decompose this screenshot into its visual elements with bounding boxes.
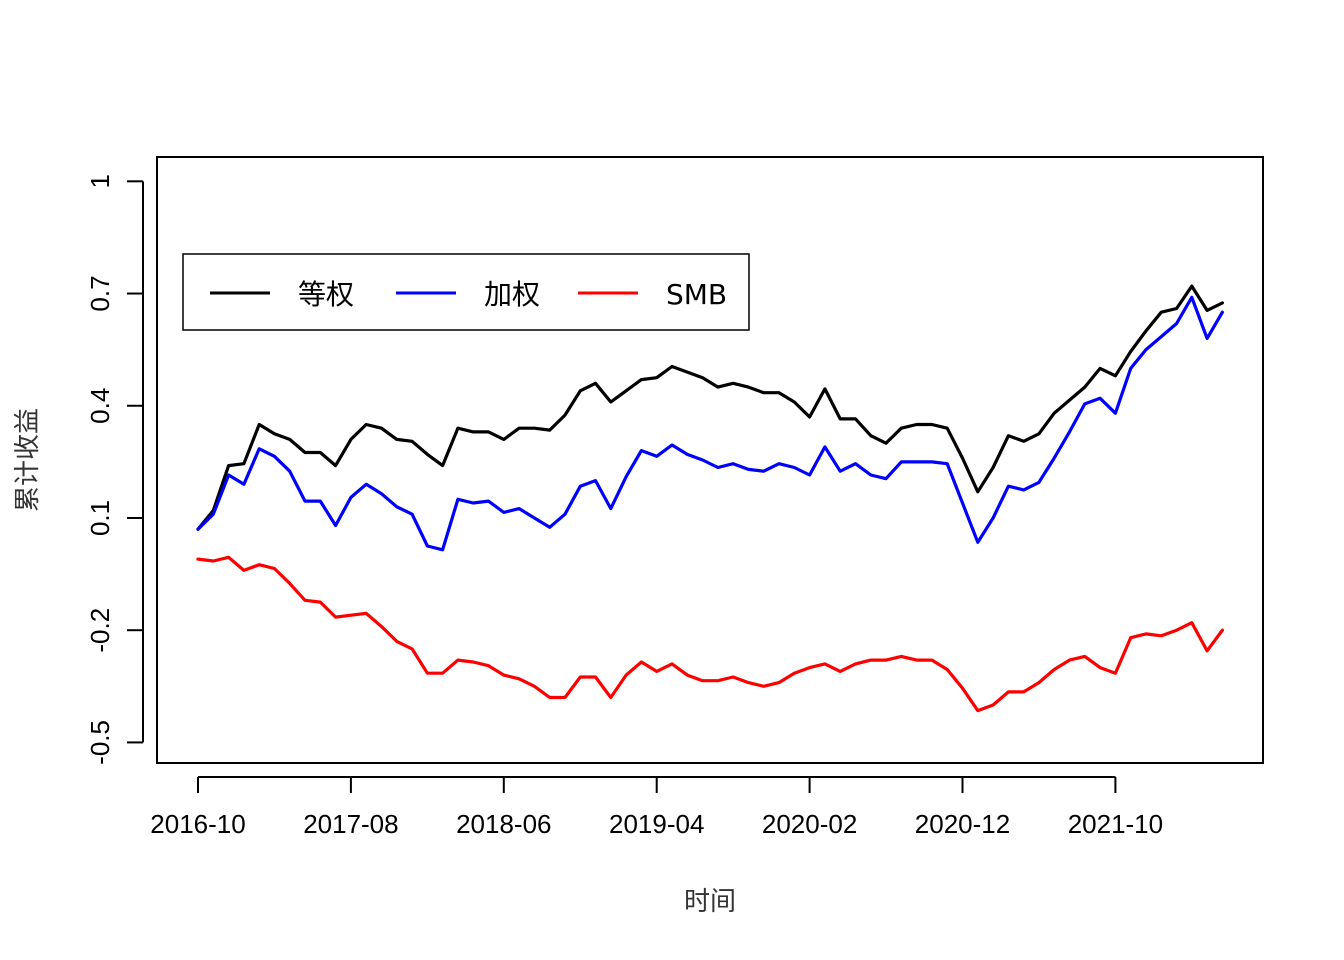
y-tick-label: 0.7 [85,275,115,311]
series-layer [196,284,1225,713]
y-tick-label: 1 [85,174,115,188]
series-line-0 [196,284,1225,531]
y-tick-label: -0.2 [85,608,115,653]
y-tick-label: 0.4 [85,388,115,424]
x-tick-label: 2020-02 [762,809,857,839]
y-axis-title: 累计收益 [13,408,43,512]
x-tick-label: 2018-06 [456,809,551,839]
x-tick-label: 2020-12 [915,809,1010,839]
legend-box [182,253,750,331]
legend-label-equal-weight: 等权 [298,278,354,311]
x-tick-label: 2019-04 [609,809,704,839]
series-line-2 [196,555,1225,713]
legend-label-smb: SMB [666,278,727,311]
legend: 等权 加权 SMB [182,253,750,331]
x-tick-label: 2021-10 [1068,809,1163,839]
x-tick-label: 2016-10 [150,809,245,839]
y-axis: -0.5 -0.2 0.1 0.4 0.7 1 [85,174,144,765]
x-axis-title: 时间 [684,887,736,917]
plot-frame [156,156,1264,764]
y-tick-label: 0.1 [85,500,115,536]
series-line-1 [196,295,1225,552]
y-tick-label: -0.5 [85,720,115,765]
x-axis: 2016-10 2017-08 2018-06 2019-04 2020-02 2020-… [150,776,1163,839]
legend-label-value-weight: 加权 [484,278,540,311]
x-tick-label: 2017-08 [303,809,398,839]
